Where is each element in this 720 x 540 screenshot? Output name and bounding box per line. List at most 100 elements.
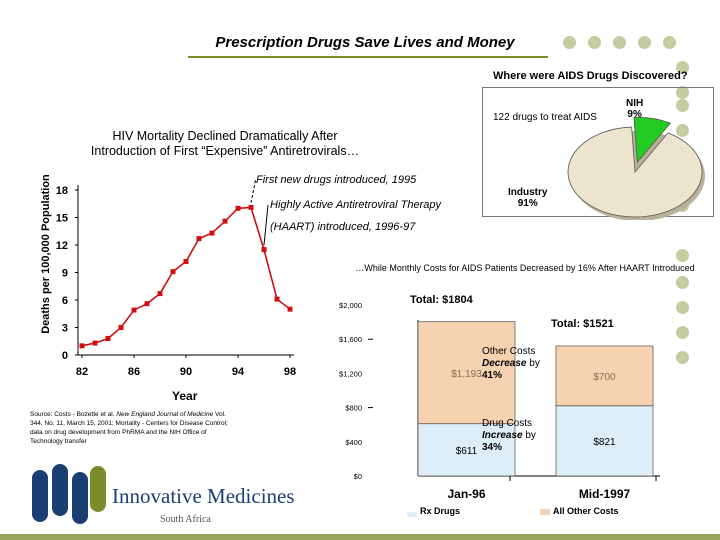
cost-bar-label-rx-1: $821 bbox=[593, 437, 616, 448]
drug-costs-l2: Increase bbox=[482, 430, 523, 441]
mortality-point-91 bbox=[196, 236, 202, 242]
mortality-ytick-label: 18 bbox=[56, 185, 68, 197]
pie-slice-industry bbox=[567, 126, 703, 218]
title-underline bbox=[188, 56, 548, 58]
mortality-ytick-label: 0 bbox=[62, 350, 68, 362]
cost-bar-label-other-1: $700 bbox=[593, 372, 616, 383]
mortality-xtick-label: 90 bbox=[180, 366, 192, 378]
cost-bar-other-1 bbox=[555, 345, 654, 407]
cost-bar-rx-1 bbox=[555, 405, 654, 477]
pie-chart bbox=[567, 116, 705, 220]
dot-9 bbox=[676, 124, 689, 137]
pie-industry-name: Industry bbox=[508, 187, 548, 198]
mortality-xtick-label: 86 bbox=[128, 366, 140, 378]
logo-pill-3 bbox=[72, 472, 88, 524]
mortality-ytick-label: 6 bbox=[62, 295, 68, 307]
bottom-accent-bar bbox=[0, 534, 720, 540]
mortality-ytick-label: 3 bbox=[62, 323, 68, 335]
mortality-point-84 bbox=[105, 336, 111, 341]
drug-costs-label: Drug Costs Increase by 34% bbox=[482, 418, 536, 454]
pie-panel bbox=[482, 87, 714, 217]
pie-nih-label: NIH 9% bbox=[626, 98, 643, 120]
cost-ytick-label: $2,000 bbox=[339, 301, 362, 310]
dot-1 bbox=[563, 36, 576, 49]
mortality-point-85 bbox=[118, 325, 124, 330]
other-costs-l1: Other Costs bbox=[482, 346, 536, 357]
pie-question: Where were AIDS Drugs Discovered? bbox=[493, 70, 688, 82]
annotation-leader-haart bbox=[263, 204, 269, 246]
dot-8 bbox=[676, 99, 689, 112]
logo-name: Innovative Medicines bbox=[112, 484, 295, 508]
mortality-xlabel: Year bbox=[172, 389, 198, 403]
mortality-point-95 bbox=[248, 204, 254, 210]
mortality-point-97 bbox=[274, 296, 280, 302]
annotation-haart-1: Highly Active Antiretroviral Therapy bbox=[270, 199, 441, 211]
mortality-point-90 bbox=[183, 259, 189, 264]
dot-5 bbox=[663, 36, 676, 49]
legend-other-swatch bbox=[540, 509, 550, 515]
mortality-point-83 bbox=[92, 340, 98, 346]
other-costs-label: Other Costs Decrease by 41% bbox=[482, 346, 540, 382]
cost-ytick-label: $400 bbox=[345, 438, 362, 447]
dot-7 bbox=[676, 86, 689, 99]
mortality-title-line2: Introduction of First “Expensive” Antire… bbox=[90, 144, 360, 158]
logo-pill-4 bbox=[90, 466, 106, 512]
other-costs-l2: Decrease bbox=[482, 358, 527, 369]
source-note: Source: Costs - Bozette et al. New Engla… bbox=[30, 410, 230, 446]
other-costs-l3: 41% bbox=[482, 370, 503, 381]
cost-category-label: Jan-96 bbox=[447, 487, 485, 501]
annotation-leader-1995 bbox=[250, 179, 257, 203]
source-l1: Source: Costs - Bozette et al. bbox=[30, 411, 115, 418]
mortality-ytick-label: 12 bbox=[56, 240, 68, 252]
mortality-point-89 bbox=[170, 269, 176, 275]
mortality-point-87 bbox=[144, 301, 150, 307]
legend-other-label: All Other Costs bbox=[553, 506, 619, 516]
dot-2 bbox=[588, 36, 601, 49]
other-costs-l2-wrap: Decrease by bbox=[482, 358, 540, 370]
drug-costs-l2-wrap: Increase by bbox=[482, 430, 536, 442]
cost-bar-label-rx-0: $611 bbox=[456, 446, 478, 457]
slide-title: Prescription Drugs Save Lives and Money bbox=[215, 34, 515, 51]
drug-costs-l3: 34% bbox=[482, 442, 503, 453]
pie-industry-label: Industry 91% bbox=[508, 187, 547, 209]
mortality-xtick-label: 98 bbox=[284, 366, 296, 378]
pie-industry-pct: 91% bbox=[517, 198, 538, 209]
legend-rx-label: Rx Drugs bbox=[420, 506, 461, 516]
dot-6 bbox=[676, 61, 689, 74]
other-costs-l2b: by bbox=[526, 358, 540, 369]
cost-annotation: …While Monthly Costs for AIDS Patients D… bbox=[355, 263, 695, 273]
cost-ytick-label: $1,600 bbox=[339, 335, 362, 344]
mortality-point-92 bbox=[209, 230, 215, 236]
annotation-first-drugs: First new drugs introduced, 1995 bbox=[256, 174, 417, 186]
pie-nih-pct: 9% bbox=[627, 109, 642, 120]
dot-3 bbox=[613, 36, 626, 49]
logo-pill-1 bbox=[32, 470, 48, 522]
mortality-title-line1: HIV Mortality Declined Dramatically Afte… bbox=[112, 129, 338, 143]
mortality-point-94 bbox=[235, 205, 241, 211]
drug-costs-l1: Drug Costs bbox=[482, 418, 533, 429]
cost-bar-label-other-0: $1,193 bbox=[451, 369, 482, 380]
cost-ytick-label: $0 bbox=[354, 472, 362, 481]
cost-category-label: Mid-1997 bbox=[579, 487, 631, 501]
logo-pill-icon bbox=[32, 464, 106, 524]
pie-nih-name: NIH bbox=[626, 98, 644, 109]
mortality-point-93 bbox=[222, 218, 228, 224]
cost-ytick-label: $1,200 bbox=[339, 369, 362, 378]
cost-bar-other-0 bbox=[417, 321, 516, 425]
pie-slice-nih bbox=[633, 116, 672, 164]
mortality-point-98 bbox=[287, 306, 293, 312]
dot-13 bbox=[676, 249, 689, 262]
mortality-title: HIV Mortality Declined Dramatically Afte… bbox=[40, 129, 410, 159]
dot-14 bbox=[676, 276, 689, 289]
source-l2: Vol. 344, No. 11, March 15, 2001; Mortal… bbox=[30, 411, 228, 445]
source-journal: New England Journal of Medicine bbox=[116, 411, 214, 418]
cost-chart-elements: $0 $400 $800 $1,200 $1,600 $2,000 $611 $1,193 Ja… bbox=[339, 301, 660, 501]
dot-15 bbox=[676, 301, 689, 314]
logo-pill-2 bbox=[52, 464, 68, 516]
mortality-point-96 bbox=[261, 247, 267, 253]
legend-rx-swatch bbox=[407, 510, 417, 517]
cost-ytick-label: $800 bbox=[345, 404, 362, 413]
total-mid1997: Total: $1521 bbox=[551, 318, 614, 330]
